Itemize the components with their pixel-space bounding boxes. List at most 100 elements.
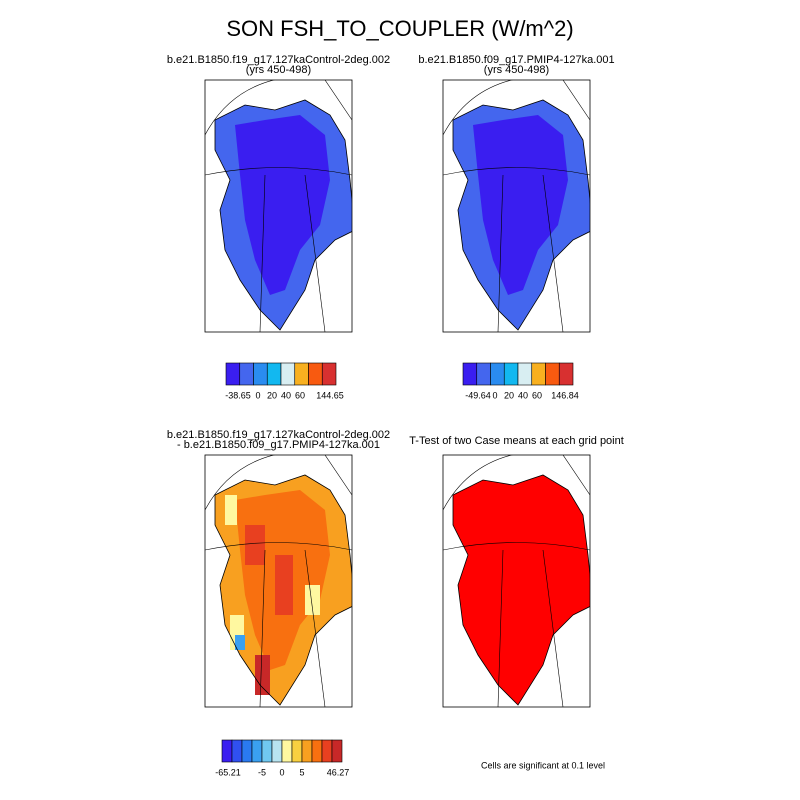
cell [245, 525, 265, 565]
meridian [259, 549, 266, 707]
colorbar-swatch [545, 362, 560, 386]
panel-title: b.e21.B1850.f19_g17.127kaControl-2deg.00… [167, 429, 390, 441]
map-frame [442, 454, 591, 708]
colorbar-swatch [331, 739, 343, 763]
colorbar-label: -65.21 [215, 767, 241, 777]
map-content [205, 80, 352, 332]
colorbar-label: 20 [504, 390, 514, 400]
colorbar-swatch [503, 362, 519, 386]
latitude-line [443, 542, 590, 551]
latitude-line [443, 167, 590, 176]
colorbar-swatch [280, 362, 296, 386]
meridian [562, 455, 590, 496]
meridian [304, 174, 326, 332]
cell [275, 555, 293, 615]
meridian [324, 80, 352, 121]
map-content [443, 80, 590, 332]
latitude-line [205, 167, 352, 176]
colorbar-swatch [462, 362, 478, 386]
land-field-core [473, 115, 568, 295]
meridian [259, 174, 266, 332]
colorbar-swatch [291, 739, 303, 763]
colorbar-swatch [266, 362, 282, 386]
colorbar-swatch [517, 362, 533, 386]
colorbar-swatch [241, 739, 253, 763]
coastline [452, 474, 590, 706]
meridian [542, 549, 564, 707]
map [204, 79, 353, 333]
colorbar-swatch [261, 739, 273, 763]
colorbar-label: 0 [255, 390, 260, 400]
colorbar-swatch [271, 739, 283, 763]
colorbar-swatch [490, 362, 505, 386]
colorbar-swatch [251, 739, 263, 763]
colorbar-label: 60 [295, 390, 305, 400]
coastline [214, 474, 352, 706]
colorbar-swatch [253, 362, 268, 386]
map-content [205, 455, 352, 707]
meridian [324, 455, 352, 496]
colorbar-label: 144.65 [316, 390, 344, 400]
colorbar-swatch [531, 362, 546, 386]
colorbar-label: 40 [518, 390, 528, 400]
colorbar-swatch [221, 739, 233, 763]
colorbar-label: 0 [492, 390, 497, 400]
map [204, 454, 353, 708]
cell [305, 585, 320, 615]
colorbar-swatch [558, 362, 574, 386]
colorbar-label: 40 [281, 390, 291, 400]
latitude-line [205, 455, 352, 511]
latitude-line [443, 455, 590, 511]
cell [255, 655, 270, 695]
panel-title: - b.e21.B1850.f09_g17.PMIP4-127ka.001 [177, 439, 380, 451]
meridian [562, 80, 590, 121]
map-frame [442, 79, 591, 333]
colorbar-swatch [239, 362, 254, 386]
panel-title: b.e21.B1850.f09_g17.PMIP4-127ka.001 [418, 54, 614, 66]
land-field-core [235, 115, 330, 295]
figure-title: SON FSH_TO_COUPLER (W/m^2) [226, 16, 573, 41]
colorbar-swatch [476, 362, 491, 386]
colorbar-swatch [311, 739, 323, 763]
panel-title: T-Test of two Case means at each grid po… [409, 435, 624, 447]
map [442, 79, 591, 333]
colorbar-swatch [231, 739, 243, 763]
latitude-line [443, 80, 590, 136]
colorbar-swatch [294, 362, 309, 386]
map-frame [204, 79, 353, 333]
land-field-core [473, 490, 568, 670]
panel-title: b.e21.B1850.f19_g17.127kaControl-2deg.00… [167, 54, 390, 66]
colorbar-swatch [321, 739, 333, 763]
map-frame [204, 454, 353, 708]
colorbar-label: -5 [258, 767, 266, 777]
colorbar-swatch [321, 362, 337, 386]
map-content [443, 455, 590, 707]
colorbar-swatch [281, 739, 293, 763]
colorbar-label: -38.65 [225, 390, 251, 400]
meridian [497, 549, 504, 707]
cell [225, 495, 237, 525]
colorbar-label: 5 [299, 767, 304, 777]
map [442, 454, 591, 708]
colorbar-swatch [308, 362, 323, 386]
panel-title: (yrs 450-498) [246, 64, 311, 76]
colorbar-swatch [301, 739, 313, 763]
note: Cells are significant at 0.1 level [481, 760, 605, 770]
latitude-line [205, 80, 352, 136]
colorbar-label: 60 [532, 390, 542, 400]
colorbar-label: 46.27 [327, 767, 350, 777]
colorbar-swatch [225, 362, 241, 386]
colorbar-label: 0 [279, 767, 284, 777]
cell [235, 635, 245, 650]
coastline [214, 99, 352, 331]
meridian [497, 174, 504, 332]
colorbar-label: 20 [267, 390, 277, 400]
meridian [542, 174, 564, 332]
coastline [452, 99, 590, 331]
colorbar-label: -49.64 [465, 390, 491, 400]
panel-title: (yrs 450-498) [484, 64, 549, 76]
latitude-line [205, 542, 352, 551]
colorbar-label: 146.84 [551, 390, 579, 400]
meridian [304, 549, 326, 707]
